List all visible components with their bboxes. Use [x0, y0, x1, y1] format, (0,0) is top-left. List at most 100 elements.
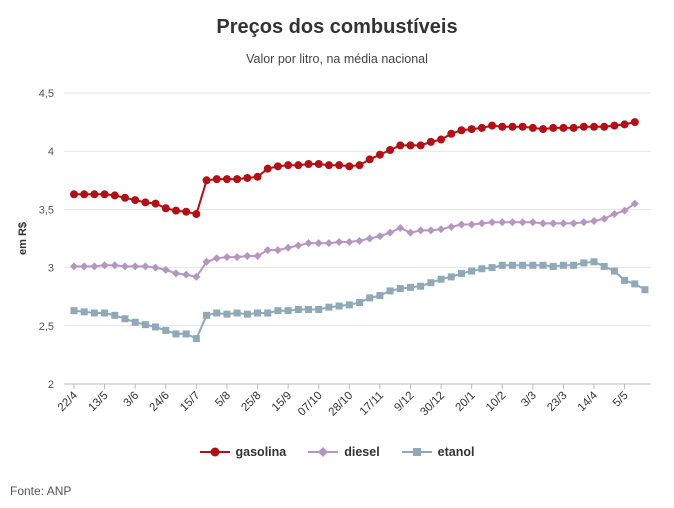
- data-point-diesel: [243, 251, 252, 260]
- data-point-diesel: [508, 218, 517, 227]
- legend-label-etanol: etanol: [437, 445, 475, 459]
- x-tick-label: 3/3: [519, 390, 539, 410]
- data-point-etanol: [70, 307, 78, 315]
- data-point-diesel: [406, 228, 415, 237]
- data-point-gasolina: [263, 164, 272, 173]
- data-point-diesel: [284, 243, 293, 252]
- data-point-etanol: [325, 303, 333, 311]
- data-point-diesel: [549, 219, 558, 228]
- data-point-diesel: [518, 218, 527, 227]
- chart-title: Preços dos combustíveis: [216, 16, 458, 38]
- data-point-gasolina: [579, 122, 588, 131]
- data-point-diesel: [120, 262, 129, 271]
- data-point-etanol: [498, 261, 506, 269]
- data-point-gasolina: [233, 175, 242, 184]
- data-point-gasolina: [630, 118, 639, 127]
- data-point-etanol: [631, 280, 639, 288]
- data-point-etanol: [162, 326, 170, 334]
- data-point-gasolina: [386, 146, 395, 155]
- data-point-etanol: [182, 330, 190, 338]
- data-point-gasolina: [80, 190, 89, 199]
- data-point-etanol: [559, 261, 567, 269]
- data-point-etanol: [468, 267, 476, 275]
- data-point-gasolina: [620, 120, 629, 129]
- data-point-etanol: [590, 258, 598, 266]
- data-point-diesel: [253, 251, 262, 260]
- data-point-diesel: [375, 232, 384, 241]
- data-point-gasolina: [151, 199, 160, 208]
- chart-legend: gasolina diesel etanol: [0, 445, 674, 459]
- data-point-etanol: [600, 262, 608, 270]
- data-point-gasolina: [70, 190, 78, 199]
- legend-item-etanol[interactable]: etanol: [401, 445, 475, 459]
- data-point-gasolina: [120, 193, 129, 202]
- x-tick-label: 30/12: [418, 390, 447, 419]
- x-tick-label: 13/5: [86, 390, 110, 414]
- data-point-gasolina: [182, 207, 191, 216]
- data-point-etanol: [417, 282, 425, 290]
- data-point-etanol: [406, 283, 414, 291]
- data-point-etanol: [539, 261, 547, 269]
- data-point-gasolina: [569, 123, 578, 132]
- legend-item-diesel[interactable]: diesel: [308, 445, 380, 459]
- data-point-gasolina: [416, 141, 425, 150]
- data-point-gasolina: [447, 129, 456, 138]
- data-point-etanol: [376, 292, 384, 300]
- data-point-diesel: [426, 226, 435, 235]
- legend-item-gasolina[interactable]: gasolina: [199, 445, 287, 459]
- data-point-diesel: [416, 226, 425, 235]
- data-point-etanol: [233, 309, 241, 317]
- data-point-etanol: [386, 287, 394, 295]
- data-point-etanol: [152, 323, 160, 331]
- data-point-diesel: [396, 224, 405, 233]
- data-point-gasolina: [590, 122, 599, 131]
- data-point-diesel: [314, 239, 323, 248]
- x-tick-label: 9/12: [392, 390, 416, 414]
- data-point-etanol: [213, 309, 221, 317]
- data-point-etanol: [345, 301, 353, 309]
- data-point-etanol: [90, 309, 98, 317]
- data-point-etanol: [447, 273, 455, 281]
- x-tick-label: 25/8: [239, 390, 263, 414]
- y-tick-label: 4,5: [39, 88, 54, 100]
- data-point-gasolina: [467, 125, 476, 134]
- data-point-etanol: [488, 264, 496, 272]
- y-tick-label: 2,5: [39, 321, 54, 333]
- data-point-diesel: [488, 218, 497, 227]
- data-point-diesel: [192, 272, 201, 281]
- data-point-diesel: [304, 239, 313, 248]
- x-tick-label: 15/7: [178, 390, 202, 414]
- data-point-etanol: [549, 262, 557, 270]
- data-point-etanol: [396, 285, 404, 293]
- data-point-gasolina: [396, 141, 405, 150]
- legend-label-gasolina: gasolina: [235, 445, 287, 459]
- data-point-etanol: [121, 315, 129, 323]
- data-point-etanol: [172, 330, 180, 338]
- data-point-diesel: [273, 246, 282, 255]
- data-point-gasolina: [355, 161, 364, 170]
- chart-subtitle: Valor por litro, na média nacional: [246, 52, 428, 66]
- data-point-gasolina: [345, 162, 354, 171]
- data-point-etanol: [131, 318, 139, 326]
- data-point-diesel: [365, 234, 374, 243]
- data-point-gasolina: [110, 191, 119, 200]
- data-point-diesel: [539, 219, 548, 228]
- legend-swatch-gasolina: [199, 447, 230, 457]
- data-point-gasolina: [131, 196, 140, 205]
- data-point-etanol: [203, 311, 211, 319]
- data-point-diesel: [151, 263, 160, 272]
- x-tick-label: 14/4: [576, 389, 601, 414]
- data-point-gasolina: [192, 210, 201, 219]
- data-point-diesel: [161, 265, 170, 274]
- data-point-gasolina: [161, 204, 170, 213]
- data-point-diesel: [579, 218, 588, 227]
- data-point-diesel: [437, 225, 446, 234]
- data-point-diesel: [355, 236, 364, 245]
- data-point-diesel: [222, 253, 231, 262]
- data-point-gasolina: [559, 123, 568, 132]
- data-point-gasolina: [304, 160, 313, 169]
- data-point-gasolina: [212, 175, 221, 184]
- series-line-gasolina: [74, 121, 636, 216]
- data-point-gasolina: [477, 123, 486, 132]
- data-point-etanol: [457, 269, 465, 277]
